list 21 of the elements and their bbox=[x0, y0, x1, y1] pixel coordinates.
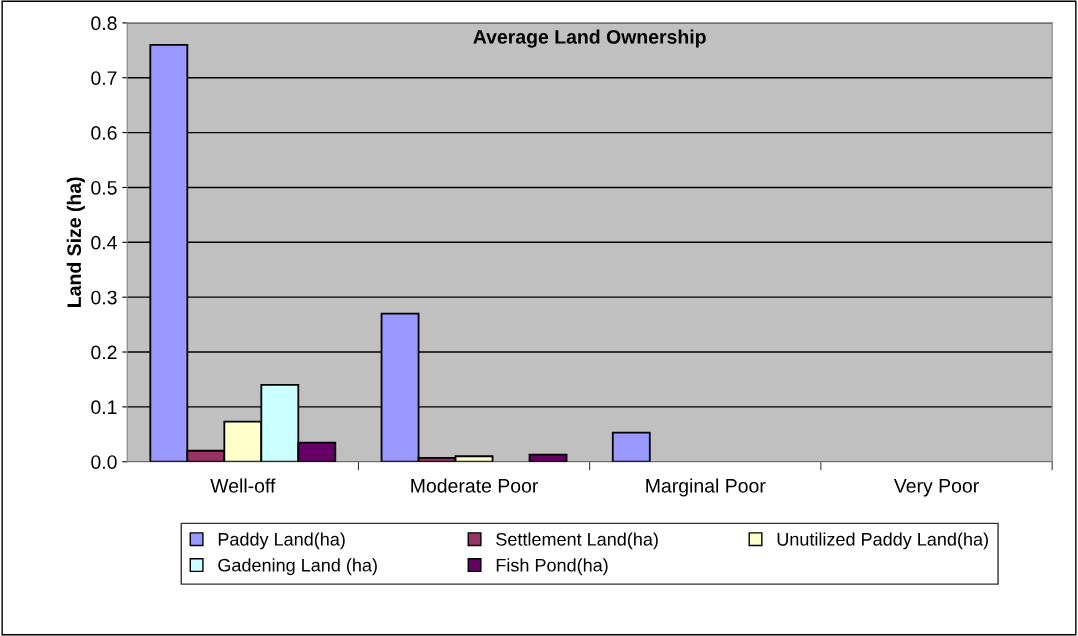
y-tick-label: 0.1 bbox=[91, 400, 117, 415]
y-tick-label: 0.4 bbox=[91, 235, 117, 250]
y-tick-label: 0.6 bbox=[91, 126, 117, 140]
legend-label: Fish Pond(ha) bbox=[496, 558, 608, 576]
chart-title: Average Land Ownership bbox=[473, 29, 706, 48]
y-tick-label: 0.0 bbox=[91, 455, 117, 469]
y-tick-label: 0.7 bbox=[91, 71, 117, 85]
y-tick-label: 0.3 bbox=[91, 290, 117, 305]
x-tick-label: Moderate Poor bbox=[411, 478, 539, 493]
legend-label: Unutilized Paddy Land(ha) bbox=[777, 532, 988, 550]
y-tick-label: 0.8 bbox=[91, 16, 117, 31]
legend-label: Gadening Land (ha) bbox=[218, 558, 377, 576]
x-tick-label: Very Poor bbox=[893, 479, 979, 497]
bar bbox=[611, 431, 651, 462]
y-axis-title: Land Size (ha) bbox=[66, 177, 85, 307]
legend-label: Paddy Land(ha) bbox=[218, 532, 345, 550]
x-tick-label: Well-off bbox=[210, 478, 276, 493]
y-tick-label: 0.2 bbox=[91, 345, 117, 360]
legend-label: Settlement Land(ha) bbox=[496, 532, 658, 550]
x-tick-label: Marginal Poor bbox=[646, 478, 766, 497]
y-tick-label: 0.5 bbox=[91, 180, 117, 195]
